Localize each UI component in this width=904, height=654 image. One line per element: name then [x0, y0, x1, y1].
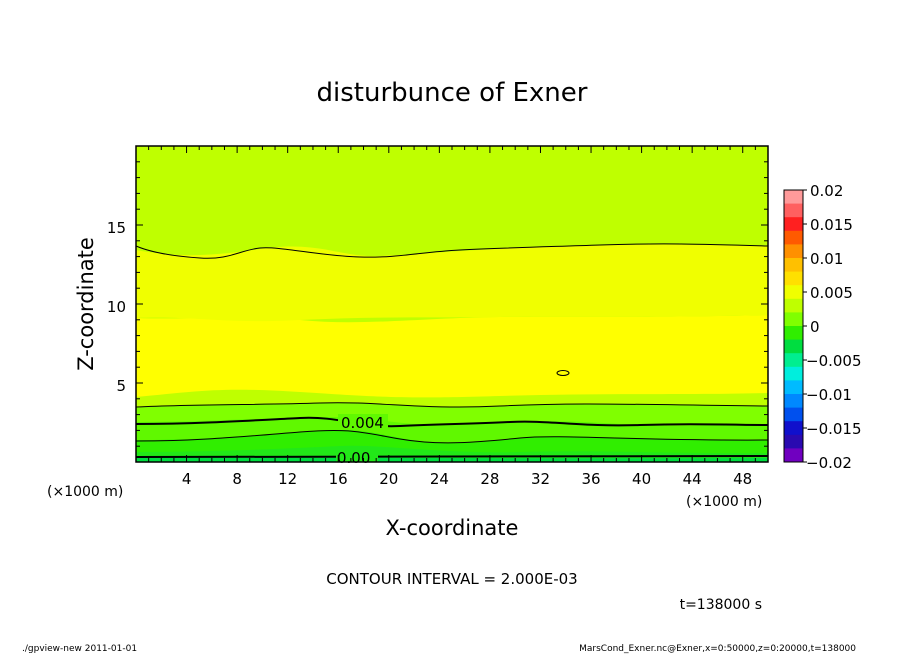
colorbar-swatch — [784, 394, 803, 409]
contour-line — [135, 455, 769, 458]
contour-label: 0.004 — [341, 414, 384, 432]
chart-title: disturbunce of Exner — [317, 78, 588, 108]
x-tick-label: 40 — [632, 470, 651, 488]
x-tick-label: 36 — [581, 470, 600, 488]
x-tick-label: 48 — [733, 470, 752, 488]
band-pale-yellow — [136, 244, 768, 322]
contour-label-bg — [336, 450, 378, 462]
colorbar-swatch — [784, 203, 803, 218]
colorbar-swatch — [784, 421, 803, 436]
contour-line — [135, 429, 769, 444]
contour-interval-text: CONTOUR INTERVAL = 2.000E-03 — [326, 570, 577, 588]
colorbar-swatches — [784, 190, 803, 463]
y-tick-label: 5 — [116, 377, 126, 395]
colorbar-swatch — [784, 407, 803, 422]
x-tick-label: 4 — [182, 470, 192, 488]
colorbar-label: 0.005 — [810, 284, 853, 302]
colorbar-label: 0.015 — [810, 216, 853, 234]
colorbar-label: −0.005 — [806, 352, 862, 370]
colorbar-swatch — [784, 366, 803, 381]
x-tick-label: 24 — [430, 470, 449, 488]
time-text: t=138000 s — [680, 597, 762, 613]
y-axis: 5 10 15 Z-coordinate (×1000 m) — [47, 219, 126, 500]
contour-lines — [135, 243, 769, 458]
colorbar-swatch — [784, 380, 803, 395]
colorbar-swatch — [784, 230, 803, 245]
contour-closed — [556, 370, 570, 376]
colorbar-swatch — [784, 434, 803, 449]
x-tick-label: 16 — [329, 470, 348, 488]
colorbar-ticks — [803, 189, 807, 463]
plot-area: 0.004 0.00 — [135, 145, 769, 467]
axis-ticks — [136, 146, 768, 462]
colorbar-swatch — [784, 190, 803, 205]
contour-line — [135, 416, 769, 428]
colorbar-label: 0.02 — [810, 182, 843, 200]
colorbar-swatch — [784, 312, 803, 327]
colorbar-swatch — [784, 217, 803, 232]
footer-right: MarsCond_Exner.nc@Exner,x=0:50000,z=0:20… — [579, 644, 856, 654]
colorbar-swatch — [784, 448, 803, 463]
x-tick-label: 32 — [531, 470, 550, 488]
x-axis: 4 8 12 16 20 24 28 32 36 40 44 48 (×1000… — [182, 470, 763, 540]
colorbar-label: 0 — [810, 318, 820, 336]
colorbar-label: −0.01 — [806, 386, 852, 404]
colorbar-swatch — [784, 353, 803, 368]
x-tick-label: 28 — [480, 470, 499, 488]
colorbar-swatch — [784, 326, 803, 341]
colorbar-label: 0.01 — [810, 250, 843, 268]
x-unit-label: (×1000 m) — [686, 494, 762, 510]
contour-line — [135, 402, 769, 408]
x-axis-label: X-coordinate — [386, 516, 519, 540]
contour-line — [135, 243, 769, 259]
x-tick-label: 44 — [683, 470, 702, 488]
colorbar-swatch — [784, 298, 803, 313]
band-yellow — [136, 315, 768, 398]
colorbar: 0.02 0.015 0.01 0.005 0 −0.005 −0.01 −0.… — [783, 182, 862, 472]
y-tick-label: 15 — [107, 219, 126, 237]
y-tick-label: 10 — [107, 298, 126, 316]
footer-left: ./gpview-new 2011-01-01 — [22, 644, 137, 654]
colorbar-swatch — [784, 244, 803, 259]
colorbar-label: −0.02 — [806, 454, 852, 472]
y-unit-label: (×1000 m) — [47, 484, 123, 500]
contour-label-bg — [338, 414, 388, 430]
x-tick-label: 20 — [379, 470, 398, 488]
colorbar-swatch — [784, 271, 803, 286]
colorbar-swatch — [784, 258, 803, 273]
y-axis-label: Z-coordinate — [74, 237, 98, 371]
contour-label: 0.00 — [337, 449, 370, 467]
x-tick-label: 12 — [278, 470, 297, 488]
colorbar-label: −0.015 — [806, 420, 862, 438]
x-tick-label: 8 — [232, 470, 242, 488]
colorbar-swatch — [784, 339, 803, 354]
colorbar-swatch — [784, 285, 803, 300]
